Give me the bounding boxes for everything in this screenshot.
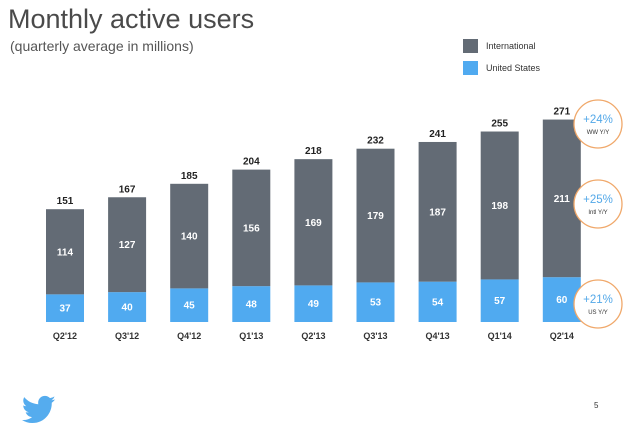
data-label-united-states: 54: [432, 297, 444, 308]
bar-international: [418, 141, 457, 282]
data-label-united-states: 37: [59, 304, 71, 315]
data-label-total: 185: [181, 171, 198, 182]
data-label-united-states: 45: [184, 301, 196, 312]
bar-international: [356, 148, 395, 283]
x-tick-label: Q1'14: [488, 331, 512, 341]
bar-united-states: [294, 285, 333, 322]
growth-badge-label: US Y/Y: [588, 310, 608, 316]
bar-international: [480, 131, 519, 280]
bar-international: [108, 197, 147, 293]
bar-international: [170, 183, 209, 289]
chart-legend: International United States: [463, 38, 540, 82]
data-label-international: 156: [243, 223, 260, 234]
data-label-international: 169: [305, 218, 322, 229]
data-label-total: 167: [119, 184, 136, 195]
page-title: Monthly active users: [8, 4, 255, 34]
data-label-total: 151: [57, 196, 74, 207]
twitter-bird-icon: [22, 395, 56, 424]
growth-badge-value: +25%: [583, 194, 613, 206]
data-label-total: 271: [553, 107, 570, 118]
growth-badge-label: WW Y/Y: [587, 130, 610, 136]
x-tick-label: Q4'13: [426, 331, 450, 341]
data-label-international: 211: [554, 194, 571, 205]
x-tick-label: Q3'12: [115, 331, 139, 341]
legend-item-international: International: [463, 38, 540, 54]
data-label-united-states: 53: [370, 298, 382, 309]
growth-badge: [573, 99, 623, 149]
legend-label-united-states: United States: [486, 63, 541, 73]
data-label-total: 218: [305, 146, 322, 157]
data-label-united-states: 49: [308, 299, 320, 310]
bar-united-states: [46, 294, 84, 322]
x-tick-label: Q2'12: [53, 331, 77, 341]
data-label-united-states: 48: [246, 300, 258, 311]
legend-item-united-states: United States: [463, 60, 540, 76]
bar-united-states: [232, 286, 271, 322]
x-tick-label: Q2'13: [301, 331, 325, 341]
bar-united-states: [356, 282, 395, 322]
data-label-united-states: 40: [122, 303, 134, 314]
x-tick-label: Q2'14: [550, 331, 574, 341]
data-label-international: 179: [367, 211, 384, 222]
data-label-total: 255: [491, 119, 508, 130]
bar-international: [294, 159, 333, 286]
page-subtitle: (quarterly average in millions): [10, 38, 194, 54]
x-tick-label: Q3'13: [363, 331, 387, 341]
legend-swatch-international: [463, 39, 478, 53]
growth-badge: [573, 179, 623, 229]
data-label-total: 241: [429, 129, 446, 140]
x-tick-label: Q1'13: [239, 331, 263, 341]
bar-united-states: [108, 292, 147, 322]
data-label-international: 198: [491, 201, 508, 212]
data-label-united-states: 60: [556, 295, 568, 306]
growth-badge-value: +24%: [583, 114, 613, 126]
bar-united-states: [170, 288, 209, 322]
bar-united-states: [480, 279, 519, 322]
data-label-international: 140: [181, 232, 198, 243]
bar-international: [232, 169, 271, 287]
growth-badge-label: Intl Y/Y: [588, 210, 607, 216]
growth-badge: [573, 279, 623, 329]
data-label-total: 232: [367, 136, 384, 147]
legend-label-international: International: [486, 41, 536, 51]
data-label-united-states: 57: [494, 296, 506, 307]
growth-badge-value: +21%: [583, 294, 613, 306]
page-number: 5: [594, 401, 599, 410]
data-label-international: 114: [57, 247, 74, 258]
bar-united-states: [418, 281, 457, 322]
data-label-international: 187: [429, 207, 446, 218]
x-tick-label: Q4'12: [177, 331, 201, 341]
data-label-international: 127: [119, 240, 136, 251]
legend-swatch-united-states: [463, 61, 478, 75]
bar-international: [46, 209, 84, 295]
data-label-total: 204: [243, 157, 260, 168]
